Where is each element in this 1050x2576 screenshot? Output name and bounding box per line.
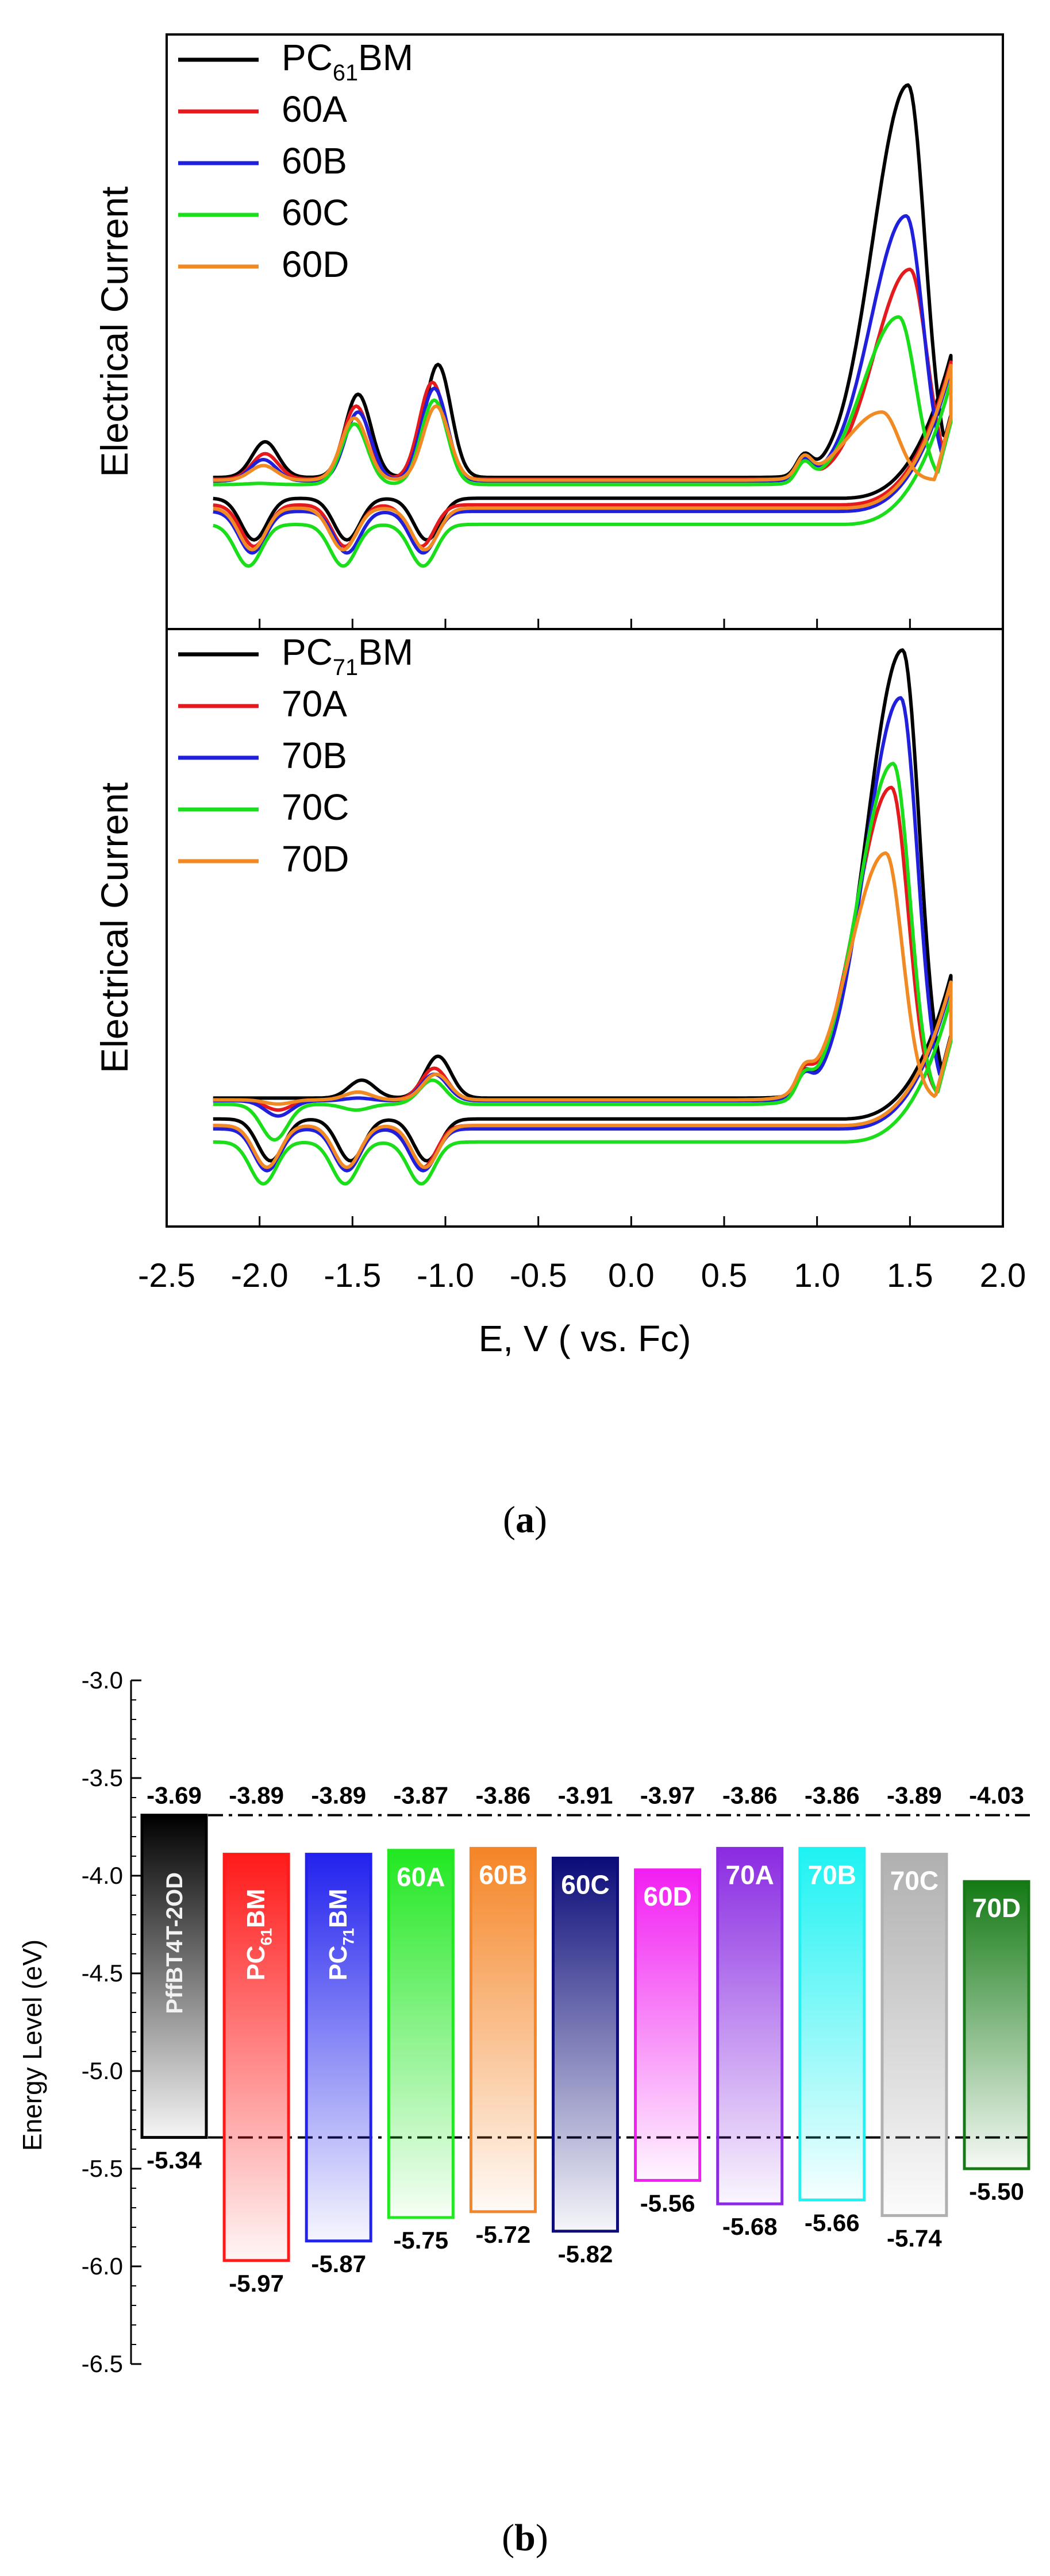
lumo-label: -3.86 [722, 1782, 778, 1809]
caption-b-letter: b [514, 2517, 536, 2559]
energy-bar-70D [963, 1880, 1030, 2170]
lumo-label: -3.89 [311, 1782, 366, 1809]
x-tick-label: 0.0 [608, 1257, 655, 1294]
x-tick-label: 1.5 [887, 1257, 933, 1294]
bar-name-70C: 70C [890, 1866, 939, 1896]
bar-name-60A: 60A [397, 1862, 445, 1892]
plot-frame [166, 628, 1004, 1228]
legend-label-60D: 60D [282, 244, 349, 285]
cv-curve-70D [213, 851, 953, 1169]
bar-name-70A: 70A [726, 1860, 774, 1889]
energy-y-tick-label: -5.0 [82, 2057, 123, 2084]
energy-bar-60B [469, 1846, 537, 2213]
x-tick-label: 2.0 [980, 1257, 1026, 1294]
bar-name-70B: 70B [808, 1860, 856, 1889]
bar-name-60D: 60D [643, 1881, 691, 1911]
caption-a-letter: a [516, 1499, 534, 1541]
bar-name-PffBT4T-2OD: PffBT4T-2OD [162, 1872, 187, 2014]
energy-y-tick-label: -4.5 [82, 1960, 123, 1987]
bar-name-70D: 70D [972, 1893, 1021, 1923]
legend-label-70A: 70A [282, 683, 347, 724]
lumo-label: -3.69 [147, 1782, 202, 1809]
energy-y-tick-label: -4.0 [82, 1862, 123, 1889]
lumo-label: -4.03 [969, 1782, 1024, 1809]
legend-label-PC71BM: PC71BM [282, 631, 413, 680]
y-axis-label: Electrical Current [93, 782, 136, 1073]
legend-label-60B: 60B [282, 140, 347, 182]
homo-label: -5.87 [311, 2250, 366, 2277]
x-tick-label: -1.5 [324, 1257, 381, 1294]
legend-label-70B: 70B [282, 735, 347, 776]
homo-label: -5.34 [147, 2147, 202, 2174]
legend-label-70D: 70D [282, 838, 349, 880]
lumo-label: -3.97 [640, 1782, 695, 1809]
energy-bar-PffBT4T-2OD [140, 1814, 208, 2139]
homo-label: -5.97 [229, 2270, 284, 2297]
bar-name-60C: 60C [561, 1869, 609, 1899]
homo-label: -5.75 [393, 2227, 448, 2254]
energy-bar-70C [880, 1853, 948, 2218]
energy-bar-60A [387, 1849, 455, 2219]
homo-label: -5.50 [969, 2178, 1024, 2205]
homo-label: -5.74 [887, 2225, 942, 2252]
energy-level-chart: -3.0 -3.5 -4.0 -4.5 -5.0 -5.5 -6.0 -6.5 Energy L… [17, 1667, 1034, 2377]
cv-x-axis: -2.5 -2.0 -1.5 -1.0 -0.5 0.0 0.5 1.0 1.5 2.0 E, V … [138, 1257, 1026, 1359]
homo-label: -5.82 [558, 2240, 613, 2268]
energy-y-label: Energy Level (eV) [17, 1939, 47, 2151]
bar-name-60B: 60B [479, 1860, 527, 1889]
y-axis-label: Electrical Current [93, 186, 136, 477]
legend-label-60A: 60A [282, 88, 347, 130]
energy-y-tick-label: -5.5 [82, 2155, 123, 2182]
cv-curve-PC71BM [213, 648, 953, 1163]
energy-bar-60C [552, 1856, 619, 2233]
x-tick-label: 0.5 [701, 1257, 748, 1294]
lumo-label: -3.89 [229, 1782, 284, 1809]
energy-bar-70A [716, 1846, 784, 2205]
homo-label: -5.68 [722, 2213, 778, 2240]
energy-bar-70B [798, 1846, 866, 2201]
x-tick-label: -2.0 [231, 1257, 289, 1294]
energy-bar-PC71BM [305, 1853, 372, 2243]
legend-label-60C: 60C [282, 192, 349, 233]
x-axis-label: E, V ( vs. Fc) [479, 1318, 691, 1359]
cv-curve-60C [213, 315, 953, 568]
lumo-label: -3.86 [476, 1782, 531, 1809]
energy-bar-60D [634, 1868, 702, 2182]
lumo-label: -3.87 [393, 1782, 448, 1809]
bar-name-PC61BM: PC61BM [242, 1889, 275, 1981]
homo-label: -5.56 [640, 2189, 695, 2216]
caption-b: (b) [502, 2517, 548, 2559]
legend-label-70C: 70C [282, 786, 349, 828]
x-tick-label: -1.0 [417, 1257, 474, 1294]
x-tick-label: -2.5 [138, 1257, 195, 1294]
energy-y-tick-label: -3.5 [82, 1764, 123, 1791]
x-tick-label: -0.5 [510, 1257, 567, 1294]
energy-y-tick-label: -6.0 [82, 2253, 123, 2280]
bar-name-PC71BM: PC71BM [324, 1889, 357, 1981]
lumo-label: -3.91 [558, 1782, 613, 1809]
x-tick-label: 1.0 [794, 1257, 840, 1294]
legend-label-PC61BM: PC61BM [282, 37, 413, 86]
energy-y-tick-label: -3.0 [82, 1667, 123, 1694]
energy-y-tick-label: -6.5 [82, 2350, 123, 2377]
caption-a: (a) [503, 1499, 547, 1541]
homo-label: -5.72 [476, 2221, 531, 2248]
energy-bar-PC61BM [222, 1853, 290, 2262]
cv-curve-60D [213, 364, 953, 552]
lumo-label: -3.86 [805, 1782, 860, 1809]
lumo-label: -3.89 [887, 1782, 942, 1809]
homo-label: -5.66 [805, 2209, 860, 2236]
